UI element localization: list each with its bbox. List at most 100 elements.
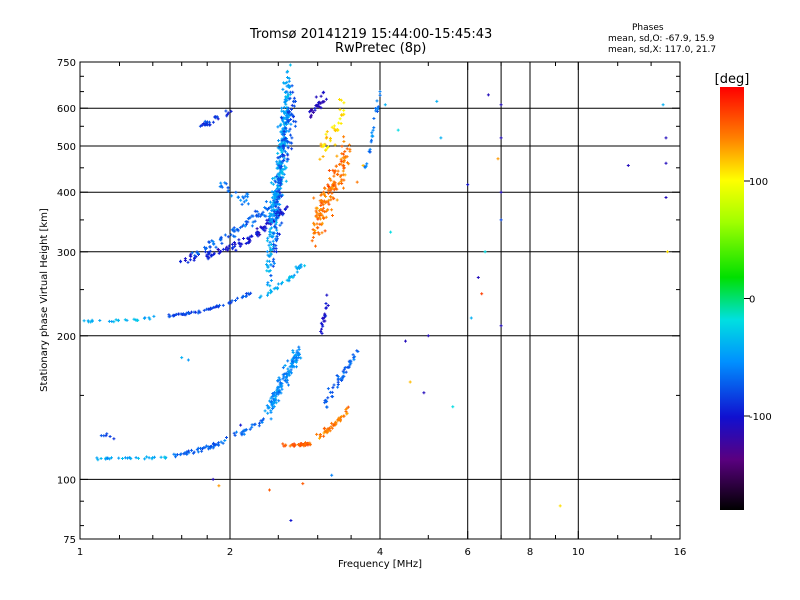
echo-point <box>338 98 341 101</box>
echo-point <box>325 208 329 212</box>
echo-point <box>288 113 292 117</box>
echo-point <box>229 301 233 305</box>
echo-point <box>288 444 292 448</box>
echo-point <box>265 404 269 408</box>
echo-point <box>226 247 230 251</box>
echo-point <box>286 111 290 115</box>
echo-point <box>82 319 86 323</box>
echo-point <box>283 207 287 211</box>
echo-point <box>216 305 220 309</box>
echo-point <box>288 127 292 131</box>
echo-point <box>240 242 244 246</box>
echo-point <box>89 320 93 324</box>
echo-point <box>284 121 288 125</box>
echo-point <box>208 123 212 127</box>
echo-point <box>346 405 350 409</box>
echo-point <box>404 339 407 343</box>
echo-point <box>198 124 202 128</box>
echo-point <box>110 320 114 323</box>
echo-point <box>280 138 284 142</box>
echo-point <box>368 150 372 154</box>
echo-point <box>242 200 246 204</box>
echo-point <box>286 106 290 110</box>
echo-point <box>220 241 224 245</box>
echo-point <box>331 214 334 217</box>
echo-point <box>325 400 329 404</box>
echo-point <box>270 190 274 194</box>
echo-point <box>279 391 283 395</box>
echo-point <box>331 196 335 200</box>
echo-point <box>341 156 345 160</box>
echo-point <box>298 265 302 269</box>
echo-point <box>329 425 333 429</box>
echo-point <box>190 310 193 314</box>
echo-point <box>188 258 192 262</box>
echo-point <box>374 109 378 113</box>
echo-point <box>255 227 259 231</box>
echo-point <box>277 178 281 182</box>
echo-point <box>277 189 281 193</box>
echo-point <box>328 195 332 199</box>
echo-point <box>626 164 630 167</box>
echo-point <box>268 220 272 224</box>
echo-point <box>235 296 239 300</box>
echo-point <box>331 386 335 390</box>
echo-point <box>272 261 276 265</box>
echo-point <box>238 226 242 230</box>
echo-point <box>342 140 346 143</box>
echo-point <box>280 172 284 176</box>
echo-point <box>159 455 163 459</box>
echo-point <box>286 94 290 98</box>
colorbar-ticks: 100 0 -100 <box>744 177 772 423</box>
echo-point <box>330 125 334 129</box>
echo-point <box>338 175 342 179</box>
echo-point <box>335 154 339 158</box>
echo-point <box>281 366 285 370</box>
echo-point <box>321 316 325 320</box>
echo-point <box>270 209 274 213</box>
y-axis-label: Stationary phase Virtual Height [km] <box>39 208 50 392</box>
echo-point <box>273 398 277 402</box>
echo-point <box>332 127 336 131</box>
echo-point <box>361 164 365 167</box>
echo-point <box>320 327 323 331</box>
echo-point <box>342 160 346 164</box>
echo-point <box>281 87 285 91</box>
echo-point <box>268 291 272 295</box>
colorbar-label: [deg] <box>715 72 750 87</box>
echo-point <box>333 143 337 147</box>
echo-point <box>202 308 206 312</box>
echo-point <box>318 212 322 215</box>
echo-point <box>147 316 151 320</box>
echo-point <box>285 99 289 102</box>
echo-point <box>316 226 320 230</box>
echo-point <box>315 222 319 226</box>
echo-point <box>378 90 382 94</box>
echo-point <box>229 233 233 237</box>
echo-point <box>435 99 439 103</box>
echo-point <box>225 436 228 439</box>
echo-point <box>230 228 234 232</box>
echo-point <box>296 266 300 270</box>
echo-point <box>202 446 206 450</box>
echo-point <box>134 456 138 460</box>
echo-point <box>306 443 310 447</box>
echo-point <box>279 193 283 197</box>
echo-point <box>339 122 343 125</box>
echo-point <box>408 380 412 384</box>
echo-point <box>217 251 221 255</box>
echo-point <box>274 226 278 230</box>
echo-point <box>225 114 229 118</box>
echo-point <box>335 198 339 202</box>
echo-point <box>205 120 209 124</box>
echo-point <box>376 105 380 109</box>
echo-point <box>279 142 283 146</box>
echo-point <box>289 368 293 372</box>
echo-point <box>242 428 246 432</box>
echo-point <box>324 215 328 219</box>
echo-point <box>486 93 490 97</box>
echo-point <box>272 257 276 261</box>
echo-point <box>270 400 273 404</box>
stats-line-o: mean, sd,O: -67.9, 15.9 <box>608 34 715 44</box>
echo-point <box>317 216 321 220</box>
